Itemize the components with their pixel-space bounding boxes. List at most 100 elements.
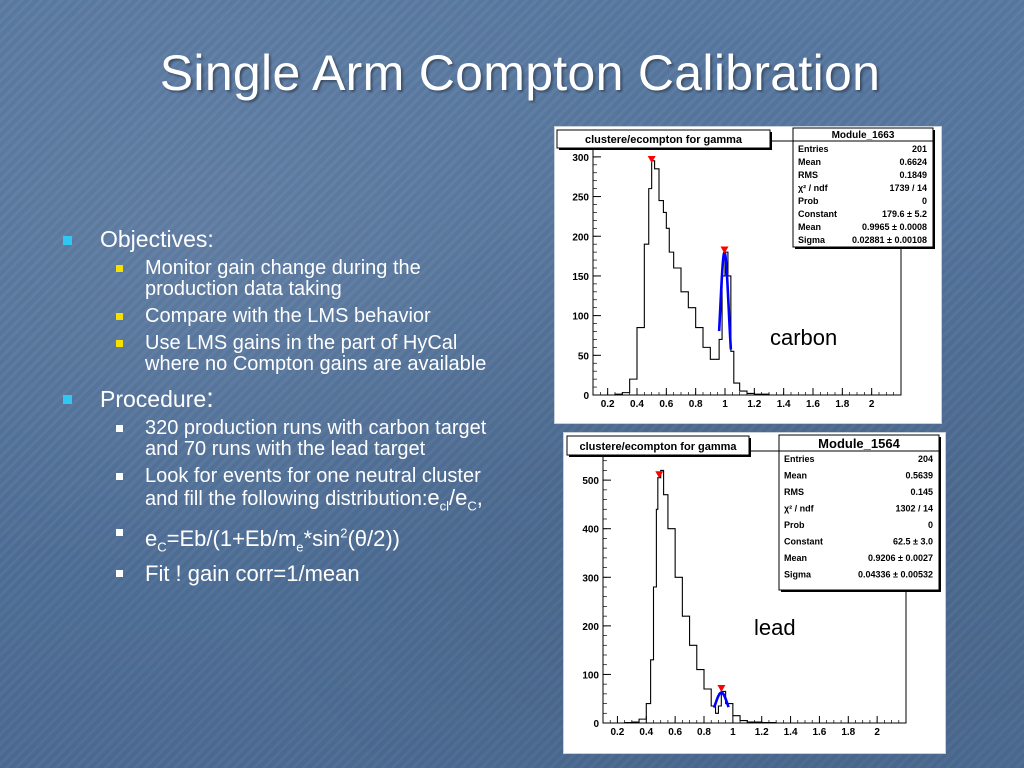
stats-value: 0.5639 xyxy=(905,471,933,481)
stats-label: Constant xyxy=(784,537,823,547)
x-tick-label: 1.8 xyxy=(841,727,855,738)
procedure-text: Fit ! gain corr=1/mean xyxy=(145,561,360,586)
histogram-carbon: 0.2 0.4 0.6 0.8 1 1.2 1.4 1.6 1.8 2 0 50 100 150 200 25… xyxy=(555,127,941,423)
stats-label: RMS xyxy=(784,487,804,497)
procedure-colon: : xyxy=(206,382,214,413)
bullet-square-icon xyxy=(116,473,123,480)
bullet-square-icon xyxy=(63,395,72,404)
stats-label: Entries xyxy=(784,454,815,464)
procedure-heading: Procedure: xyxy=(60,385,500,412)
objectives-label: Objectives: xyxy=(100,226,214,252)
y-tick-label: 500 xyxy=(582,476,599,487)
formula-ratio: ecl/eC, xyxy=(427,485,483,510)
stats-value: 179.6 ± 5.2 xyxy=(882,209,927,219)
x-tick-label: 0.6 xyxy=(668,727,682,738)
stats-value: 204 xyxy=(918,454,933,464)
y-tick-label: 400 xyxy=(582,525,599,536)
objective-text: Compare with the LMS behavior xyxy=(145,305,431,327)
x-tick-label: 0.4 xyxy=(639,727,653,738)
y-tick-label: 250 xyxy=(572,193,589,204)
stats-value: 0.9206 ± 0.0027 xyxy=(868,553,933,563)
y-tick-label: 200 xyxy=(572,232,589,243)
x-tick-label: 1.4 xyxy=(777,399,791,410)
annotation-carbon: carbon xyxy=(770,325,837,351)
x-tick-label: 2 xyxy=(874,727,880,738)
x-tick-label: 0.8 xyxy=(689,399,703,410)
stats-value: 1302 / 14 xyxy=(895,504,933,514)
x-tick-label: 0.4 xyxy=(630,399,644,410)
stats-label: Mean xyxy=(798,222,821,232)
histogram-title: clustere/ecompton for gamma xyxy=(585,134,743,146)
stats-title: Module_1663 xyxy=(832,130,895,141)
bullet-square-icon xyxy=(116,340,123,347)
stats-value: 0.9965 ± 0.0008 xyxy=(862,222,927,232)
stats-value: 201 xyxy=(912,144,927,154)
y-tick-label: 50 xyxy=(578,351,590,362)
stats-value: 0.04336 ± 0.00532 xyxy=(858,570,933,580)
objective-text: Use LMS gains in the part of HyCal where… xyxy=(145,332,486,375)
y-tick-label: 150 xyxy=(572,272,589,283)
stats-label: Prob xyxy=(798,196,819,206)
objective-item: Compare with the LMS behavior xyxy=(60,306,500,327)
stats-title: Module_1564 xyxy=(818,436,900,451)
x-tick-label: 0.2 xyxy=(601,399,615,410)
x-tick-label: 1.2 xyxy=(755,727,769,738)
y-tick-label: 0 xyxy=(593,719,599,730)
stats-label: Constant xyxy=(798,209,837,219)
x-tick-label: 0.2 xyxy=(610,727,624,738)
stats-label: Mean xyxy=(784,471,807,481)
x-tick-label: 1.8 xyxy=(835,399,849,410)
stats-label: Entries xyxy=(798,144,829,154)
stats-label: Prob xyxy=(784,520,805,530)
histogram-title: clustere/ecompton for gamma xyxy=(579,441,737,453)
y-tick-label: 200 xyxy=(582,622,599,633)
y-tick-label: 300 xyxy=(582,573,599,584)
histogram-panel-carbon: 0.2 0.4 0.6 0.8 1 1.2 1.4 1.6 1.8 2 0 50 100 150 200 25… xyxy=(554,126,942,424)
stats-value: 0.145 xyxy=(910,487,933,497)
bullet-square-icon xyxy=(116,313,123,320)
procedure-item: Look for events for one neutral cluster … xyxy=(60,466,500,516)
x-tick-label: 2 xyxy=(869,399,875,410)
bullet-square-icon xyxy=(116,529,123,536)
objectives-heading: Objectives: xyxy=(60,226,500,252)
x-tick-label: 0.6 xyxy=(659,399,673,410)
stats-label: Mean xyxy=(798,157,821,167)
histogram-panel-lead: 0.2 0.4 0.6 0.8 1 1.2 1.4 1.6 1.8 2 0 100 200 300 400 5… xyxy=(563,432,946,754)
bullet-list: Objectives: Monitor gain change during t… xyxy=(60,226,500,590)
stats-value: 0.1849 xyxy=(899,170,927,180)
x-tick-label: 1.6 xyxy=(812,727,826,738)
y-tick-label: 0 xyxy=(583,391,589,402)
y-tick-label: 300 xyxy=(572,153,589,164)
bullet-square-icon xyxy=(63,236,72,245)
procedure-item: Fit ! gain corr=1/mean xyxy=(60,563,500,584)
procedure-item: eC=Eb/(1+Eb/me*sin2(θ/2)) xyxy=(60,522,500,557)
bullet-square-icon xyxy=(116,265,123,272)
x-tick-label: 1.6 xyxy=(806,399,820,410)
x-tick-label: 0.8 xyxy=(697,727,711,738)
stats-label: Sigma xyxy=(784,570,812,580)
bullet-square-icon xyxy=(116,570,123,577)
stats-value: 0.02881 ± 0.00108 xyxy=(852,235,927,245)
slide-title: Single Arm Compton Calibration xyxy=(0,44,1024,102)
objective-text: Monitor gain change during the productio… xyxy=(145,257,421,300)
bullet-square-icon xyxy=(116,425,123,432)
stats-value: 0 xyxy=(928,520,933,530)
stats-label: RMS xyxy=(798,170,818,180)
stats-label: χ² / ndf xyxy=(784,504,815,514)
stats-value: 62.5 ± 3.0 xyxy=(893,537,933,547)
stats-value: 1739 / 14 xyxy=(889,183,927,193)
x-tick-label: 1.4 xyxy=(784,727,798,738)
objective-item: Monitor gain change during the productio… xyxy=(60,258,500,300)
stats-value: 0.6624 xyxy=(899,157,927,167)
annotation-lead: lead xyxy=(754,615,796,641)
histogram-lead: 0.2 0.4 0.6 0.8 1 1.2 1.4 1.6 1.8 2 0 100 200 300 400 5… xyxy=(564,433,945,753)
procedure-text: 320 production runs with carbon target a… xyxy=(145,417,486,460)
formula-compton: eC=Eb/(1+Eb/me*sin2(θ/2)) xyxy=(145,526,400,551)
x-tick-label: 1 xyxy=(730,727,736,738)
y-tick-label: 100 xyxy=(582,670,599,681)
x-tick-label: 1 xyxy=(722,399,728,410)
y-tick-label: 100 xyxy=(572,312,589,323)
procedure-label: Procedure xyxy=(100,386,206,412)
stats-label: χ² / ndf xyxy=(798,183,829,193)
stats-value: 0 xyxy=(922,196,927,206)
